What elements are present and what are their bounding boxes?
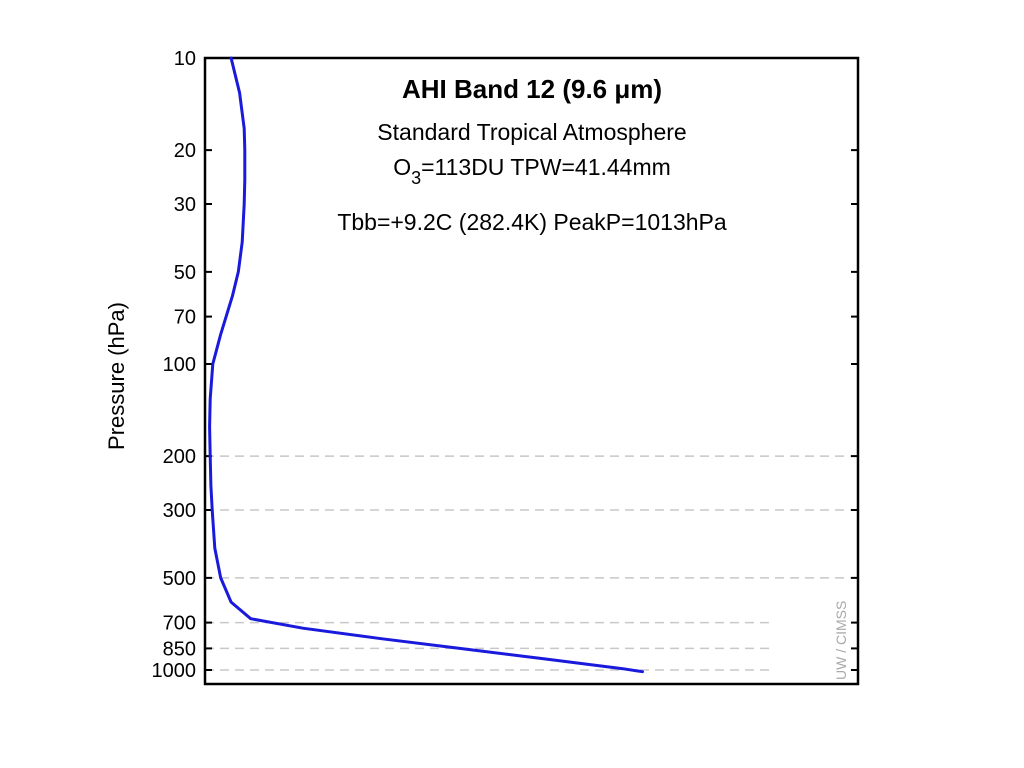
chart-subtitle: Standard Tropical Atmosphere <box>377 119 686 145</box>
y-tick-label-200: 200 <box>163 446 196 468</box>
chart-title: AHI Band 12 (9.6 μm) <box>402 74 662 104</box>
y-tick-label-300: 300 <box>163 500 196 522</box>
y-tick-label-10: 10 <box>174 48 196 70</box>
series-line-0 <box>208 56 644 674</box>
watermark: UW / CIMSS <box>833 601 849 680</box>
y-tick-label-20: 20 <box>174 140 196 162</box>
ozone-subscript: 3 <box>411 168 421 188</box>
y-tick-label-1000: 1000 <box>152 660 197 682</box>
y-tick-label-100: 100 <box>163 354 196 376</box>
y-tick-label-500: 500 <box>163 568 196 590</box>
y-tick-label-70: 70 <box>174 307 196 329</box>
ozone-symbol: O <box>393 154 411 180</box>
ozone-tpw-line: O3=113DU TPW=41.44mm <box>393 154 671 188</box>
ozone-tpw-values: =113DU TPW=41.44mm <box>421 154 671 180</box>
y-tick-label-850: 850 <box>163 638 196 660</box>
plot-frame <box>203 56 860 686</box>
y-ticks <box>205 57 858 671</box>
y-tick-label-700: 700 <box>163 613 196 635</box>
y-axis-label: Pressure (hPa) <box>104 302 129 450</box>
gridlines <box>205 455 858 671</box>
y-tick-label-50: 50 <box>174 262 196 284</box>
series-layer <box>208 56 644 674</box>
brightness-temp-stats: Tbb=+9.2C (282.4K) PeakP=1013hPa <box>337 209 727 235</box>
y-tick-label-30: 30 <box>174 194 196 216</box>
